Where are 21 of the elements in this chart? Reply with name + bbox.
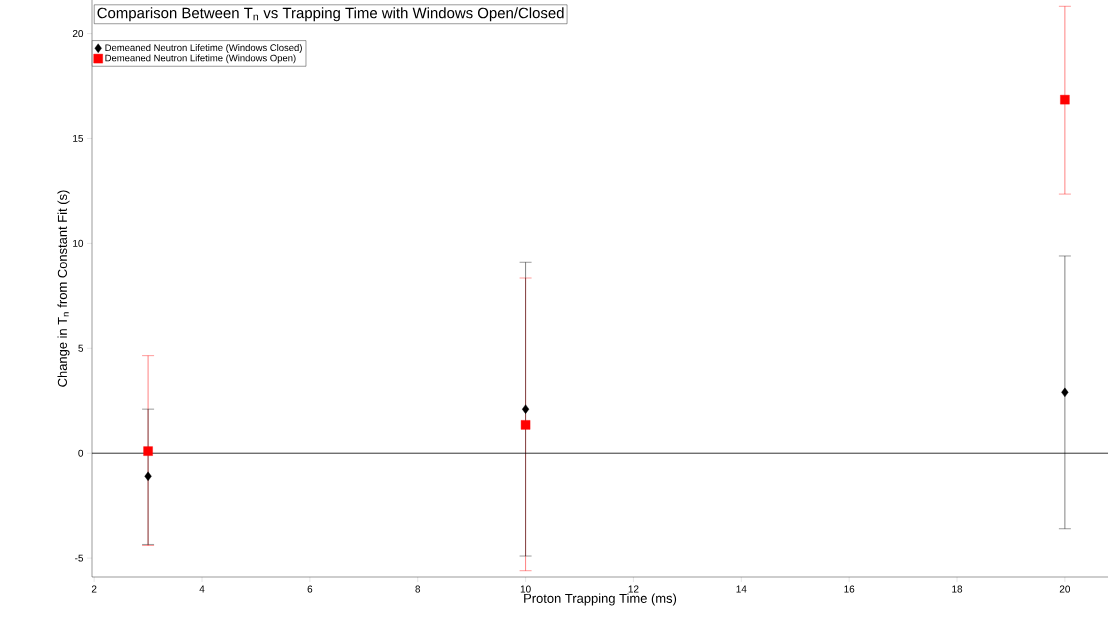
x-tick-label: 2 [91, 585, 97, 593]
y-tick-label: 20 [72, 30, 84, 38]
x-tick-label: 12 [628, 585, 639, 593]
legend-label: Demeaned Neutron Lifetime (Windows Open) [105, 54, 296, 64]
x-tick-label: 16 [844, 585, 855, 593]
x-tick-label: 4 [199, 585, 205, 593]
x-tick-label: 18 [952, 585, 963, 593]
legend-label: Demeaned Neutron Lifetime (Windows Closed) [105, 44, 302, 53]
y-axis-title: Change in T$_{n}$ from Constant Fit (s) [57, 190, 70, 387]
y-tick-label: 0 [78, 449, 84, 457]
x-tick-label: 14 [736, 585, 747, 593]
y-tick-label: -5 [75, 554, 84, 562]
x-tick-label: 10 [520, 585, 531, 593]
x-tick-label: 8 [415, 585, 421, 593]
y-tick-label: 5 [78, 344, 84, 352]
x-tick-label: 6 [307, 585, 313, 593]
y-tick-label: 10 [73, 239, 84, 247]
x-tick-label: 20 [1059, 585, 1071, 593]
x-axis-title: Proton Trapping Time (ms) [524, 593, 677, 606]
y-tick-label: 15 [73, 134, 84, 142]
chart-title: Comparison Between T$_{n}$ vs Trapping Time with Windows Open/Closed [97, 7, 564, 22]
